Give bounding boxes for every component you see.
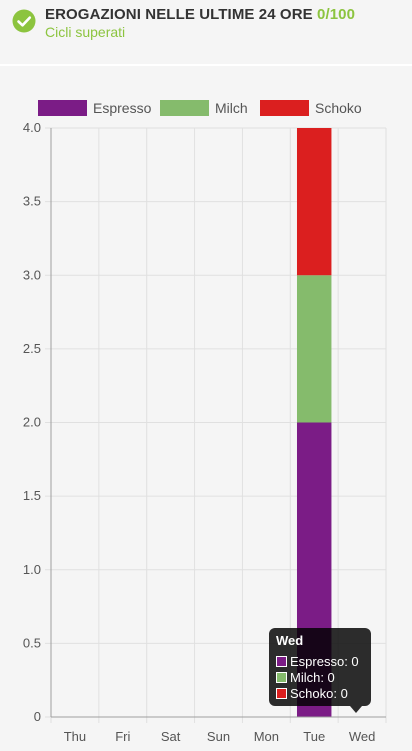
y-tick-label: 3.0 [23,267,41,282]
legend-swatch-espresso[interactable] [38,100,87,116]
x-tick-label: Thu [64,729,86,744]
subtitle: Cicli superati [45,24,126,40]
check-circle-icon [12,9,36,33]
tooltip-title: Wed [276,633,304,648]
bar-milch-tue[interactable] [296,275,332,423]
y-tick-label: 0 [34,709,41,724]
tooltip-row-schoko: Schoko: 0 [276,686,348,701]
tooltip-swatch-milch [276,672,287,683]
cycle-count: 0/100 [317,6,356,23]
tooltip-row-espresso: Espresso: 0 [276,654,359,669]
header-divider [0,64,412,66]
x-tick-label: Fri [115,729,130,744]
legend-label-schoko[interactable]: Schoko [315,100,362,116]
x-tick-label: Wed [349,729,376,744]
tooltip-caret [350,706,362,713]
legend-label-milch[interactable]: Milch [215,100,248,116]
y-tick-label: 2.0 [23,415,41,430]
x-tick-label: Mon [254,729,279,744]
y-tick-label: 0.5 [23,635,41,650]
y-tick-label: 4.0 [23,120,41,135]
bar-schoko-tue[interactable] [296,128,332,276]
chart-tooltip: Wed Espresso: 0 Milch: 0 Schoko: 0 [269,628,371,706]
x-tick-label: Tue [303,729,325,744]
legend-swatch-milch[interactable] [160,100,209,116]
tooltip-swatch-espresso [276,656,287,667]
page-title: EROGAZIONI NELLE ULTIME 24 ORE 0/100 [45,6,355,23]
tooltip-swatch-schoko [276,688,287,699]
title-text: EROGAZIONI NELLE ULTIME 24 ORE [45,6,313,23]
legend-label-espresso[interactable]: Espresso [93,100,152,116]
tooltip-row-text: Milch: 0 [290,670,335,685]
x-tick-label: Sat [161,729,181,744]
y-tick-label: 2.5 [23,341,41,356]
tooltip-row-text: Schoko: 0 [290,686,348,701]
x-tick-label: Sun [207,729,230,744]
y-tick-label: 1.5 [23,488,41,503]
tooltip-row-text: Espresso: 0 [290,654,359,669]
tooltip-row-milch: Milch: 0 [276,670,335,685]
y-tick-label: 1.0 [23,562,41,577]
y-tick-label: 3.5 [23,194,41,209]
header: EROGAZIONI NELLE ULTIME 24 ORE 0/100 Cic… [0,0,412,64]
legend-swatch-schoko[interactable] [260,100,309,116]
